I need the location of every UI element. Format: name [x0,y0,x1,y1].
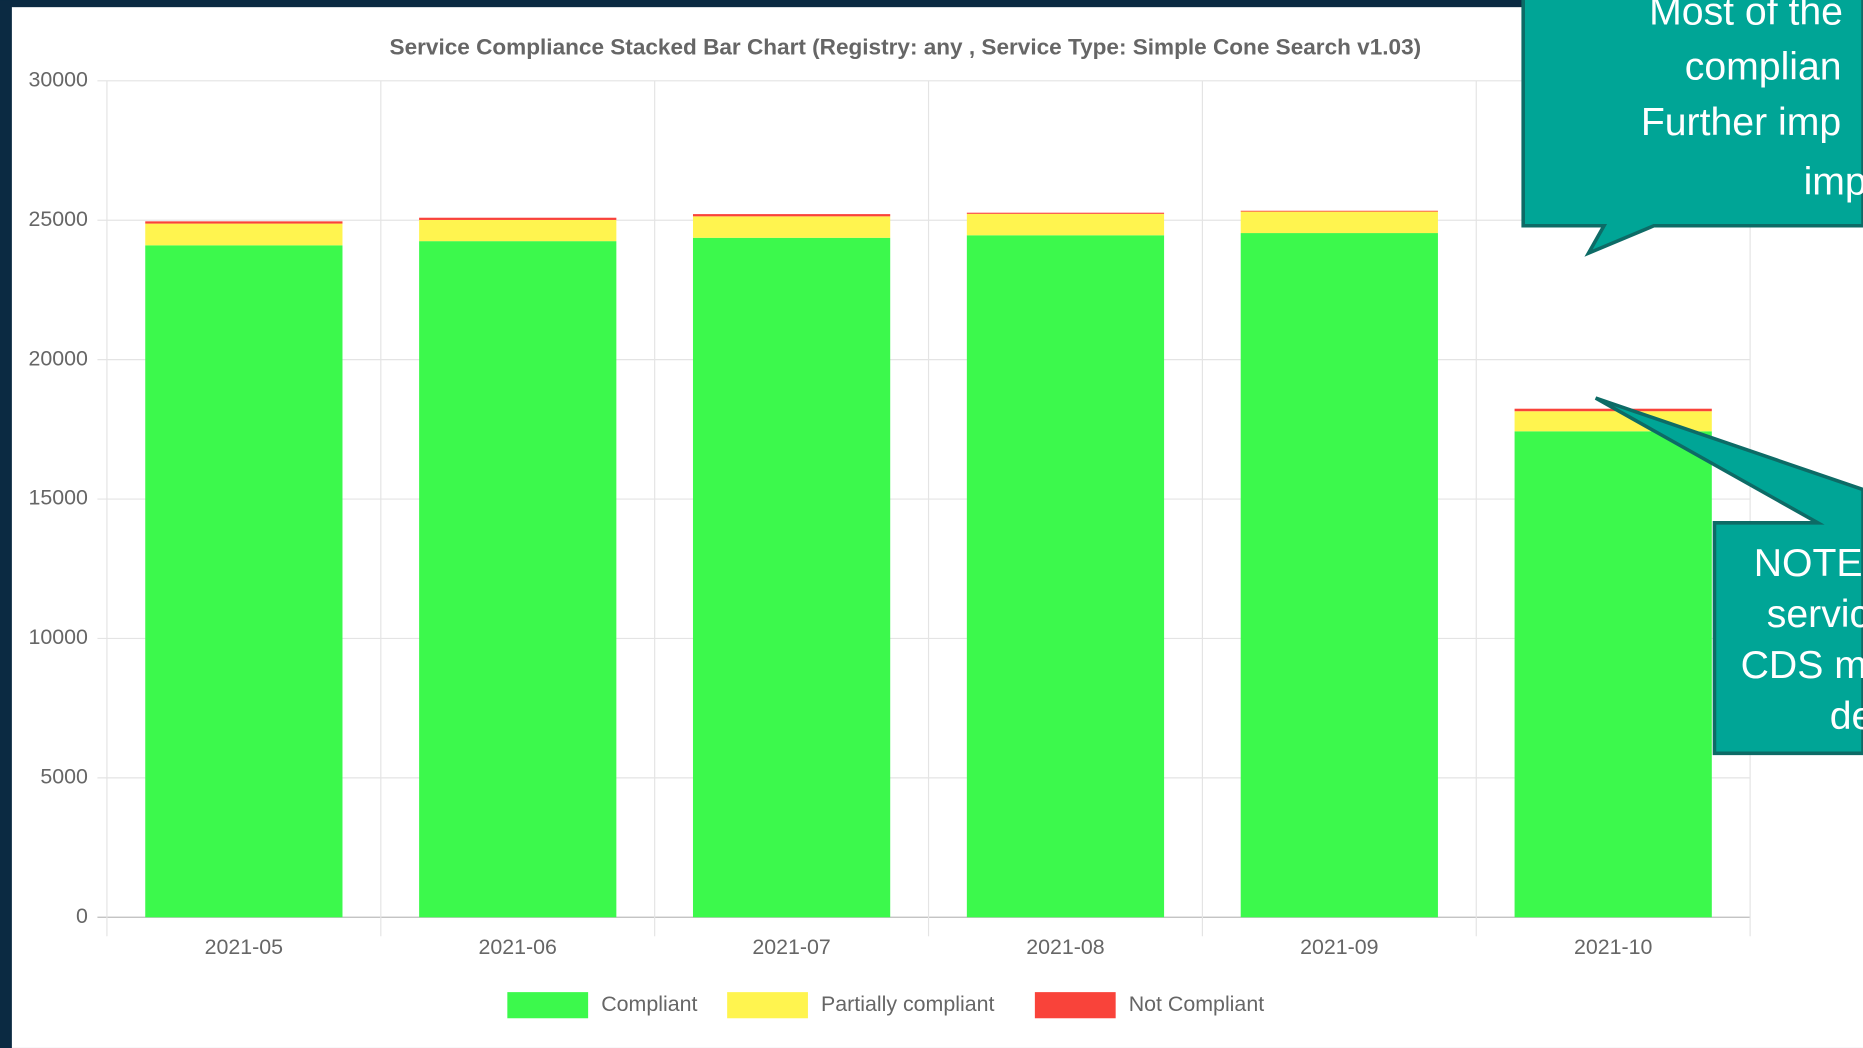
callout-box [1521,0,1863,257]
legend-label: Partially compliant [821,992,995,1016]
legend-swatch [1034,992,1116,1019]
chart-title: Service Compliance Stacked Bar Chart (Re… [390,35,1422,60]
bar-segment [145,245,343,918]
bar-segment [419,217,617,220]
callout-box [1594,396,1863,756]
bar-segment [1240,233,1438,918]
y-tick-label: 25000 [28,207,88,231]
bar-segment [966,213,1165,236]
callout-line: NOTE [1754,542,1863,585]
x-tick-label: 2021-08 [1026,935,1104,959]
bar-segment [692,214,891,217]
callout-line: Most of the [1649,0,1843,34]
x-tick-label: 2021-05 [205,935,283,959]
bar-segment [145,221,343,224]
plot: 0 5000 10000 15000 20000 25000 30000 2021-05 202… [28,67,1751,1019]
bar-segment [419,241,617,918]
x-tick-label: 2021-10 [1574,935,1653,959]
legend-swatch [507,992,589,1019]
bar-segment [1240,210,1438,212]
bar-segment [692,216,891,238]
callout-bottom: NOTE servic CDS m de [1594,396,1863,756]
callout-line: Further imp [1641,101,1841,144]
y-tick-label: 20000 [28,346,88,370]
bar-segment [966,235,1165,918]
x-tick-label: 2021-07 [752,935,830,959]
callout-top: Most of the complian Further imp imp [1521,0,1863,257]
callout-line: complian [1685,45,1842,88]
legend-swatch [727,992,808,1019]
callout-line: CDS m [1741,644,1863,687]
y-tick-label: 30000 [28,67,88,91]
bar-segment [692,237,891,918]
y-tick-label: 15000 [28,486,88,510]
y-tick-label: 5000 [40,765,88,789]
bar-segment [1514,431,1712,918]
callout-line: imp [1804,161,1863,204]
y-tick-label: 10000 [28,625,88,649]
bar-segment [1514,408,1712,412]
callout-line: servic [1767,593,1863,636]
bar-segment [145,223,343,246]
x-tick-label: 2021-06 [479,935,557,959]
callout-line: de [1830,695,1863,738]
bar-segment [419,219,617,242]
y-tick-label: 0 [76,904,88,928]
legend-label: Not Compliant [1129,992,1264,1016]
x-tick-label: 2021-09 [1300,935,1378,959]
legend-label: Compliant [601,992,697,1016]
bar-segment [966,212,1165,214]
bar-segment [1240,211,1438,234]
